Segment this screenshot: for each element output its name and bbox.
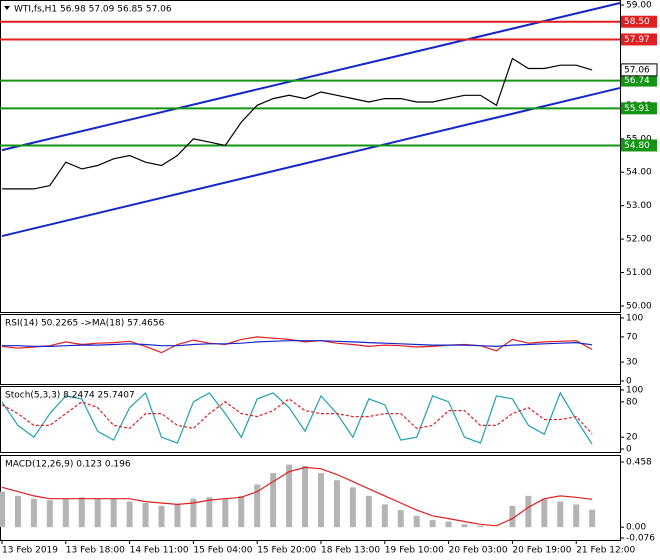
y-tick-label: 53.00 xyxy=(626,201,652,211)
histogram-bar xyxy=(174,504,181,528)
histogram-bar xyxy=(238,495,245,528)
level-box xyxy=(621,102,657,115)
y-tick-label: 100 xyxy=(626,314,643,324)
y-tick-label: 30 xyxy=(626,358,638,368)
x-tick-label: 20 Feb 03:00 xyxy=(449,546,508,556)
level-label: 58.50 xyxy=(624,17,650,27)
panel-frame xyxy=(0,314,621,385)
series-line xyxy=(2,57,593,190)
histogram-bar xyxy=(126,501,133,528)
y-tick-label: 54.00 xyxy=(626,168,652,178)
y-tick-label: 100 xyxy=(626,386,643,396)
histogram-bar xyxy=(445,521,452,528)
x-tick-label: 20 Feb 19:00 xyxy=(512,546,571,556)
histogram-bar xyxy=(142,502,149,528)
histogram-bar xyxy=(318,473,324,528)
histogram-bar xyxy=(541,498,548,528)
y-tick-label: 0.00 xyxy=(626,523,646,533)
histogram-bar xyxy=(557,501,564,528)
x-tick-label: 13 Feb 2019 xyxy=(2,546,58,556)
y-tick-label: 20 xyxy=(626,433,638,443)
histogram-bar xyxy=(461,524,468,528)
level-label: 54.80 xyxy=(624,141,650,151)
x-tick-label: 15 Feb 04:00 xyxy=(193,546,252,556)
histogram-bar xyxy=(589,509,596,528)
y-tick-label: 0 xyxy=(626,445,632,455)
level-box xyxy=(621,15,657,28)
panel-frame xyxy=(0,0,621,313)
level-box xyxy=(621,139,657,152)
histogram-bar xyxy=(302,465,309,528)
menu-icon xyxy=(4,6,10,10)
histogram-bar xyxy=(62,498,69,528)
histogram-bar xyxy=(286,464,293,528)
histogram-bar xyxy=(190,498,197,528)
panel-title: MACD(12,26,9) 0.123 0.196 xyxy=(5,460,131,470)
histogram-bar xyxy=(429,520,436,528)
histogram-bar xyxy=(477,525,484,528)
y-tick-label: 59.00 xyxy=(626,1,652,11)
histogram-bar xyxy=(525,495,532,528)
histogram-bar xyxy=(78,497,85,528)
histogram-bar xyxy=(94,498,101,528)
histogram-bar xyxy=(365,495,372,528)
histogram-bar xyxy=(397,510,404,528)
panel-frame xyxy=(0,386,621,453)
x-tick-label: 15 Feb 20:00 xyxy=(257,546,316,556)
histogram-bar xyxy=(0,491,5,528)
histogram-bar xyxy=(30,498,37,528)
x-tick-label: 13 Feb 18:00 xyxy=(66,546,125,556)
histogram-bar xyxy=(333,480,340,528)
y-tick-label: 52.00 xyxy=(626,235,652,245)
level-label: 55.91 xyxy=(624,104,650,114)
histogram-bar xyxy=(46,500,53,528)
trend-line xyxy=(1,2,621,152)
histogram-bar xyxy=(222,498,229,528)
y-tick-label: 51.00 xyxy=(626,268,652,278)
series-line xyxy=(1,466,593,527)
last-price-box xyxy=(620,63,658,77)
histogram-bar xyxy=(381,504,388,528)
y-tick-label: 0.458 xyxy=(626,458,652,468)
level-label: 56.74 xyxy=(624,76,650,86)
histogram-bar xyxy=(349,487,356,528)
histogram-bar xyxy=(158,505,165,528)
y-tick-label: 80 xyxy=(626,397,638,407)
trend-line xyxy=(1,86,621,238)
histogram-bar xyxy=(270,473,277,528)
histogram-bar xyxy=(413,515,420,528)
y-tick-label: -0.076 xyxy=(626,534,655,544)
histogram-bar xyxy=(573,504,580,528)
level-box xyxy=(621,74,657,87)
series-line xyxy=(1,391,593,445)
y-tick-label: 55.00 xyxy=(626,134,652,144)
series-line xyxy=(2,340,593,348)
panel-title: RSI(14) 50.2265 ->MA(18) 57.4656 xyxy=(5,319,165,329)
x-tick-label: 18 Feb 13:00 xyxy=(321,546,380,556)
panel-title: WTI,fs,H1 56.98 57.09 56.85 57.06 xyxy=(14,5,172,15)
panel-title: Stoch(5,3,3) 8.2474 25.7407 xyxy=(5,391,135,401)
y-tick-label: 50.00 xyxy=(626,301,652,311)
x-tick-label: 19 Feb 10:00 xyxy=(385,546,444,556)
y-tick-label: 70 xyxy=(626,332,638,342)
histogram-bar xyxy=(509,505,516,528)
series-line xyxy=(1,398,593,435)
histogram-bar xyxy=(254,484,261,528)
histogram-bar xyxy=(110,498,117,528)
y-tick-label: 0 xyxy=(626,377,632,387)
histogram-bar xyxy=(14,495,21,528)
last-price-label: 57.06 xyxy=(624,65,650,75)
x-tick-label: 21 Feb 12:00 xyxy=(576,546,635,556)
histogram-bar xyxy=(206,497,213,528)
level-label: 57.97 xyxy=(624,35,650,45)
level-box xyxy=(621,33,657,46)
x-tick-label: 14 Feb 11:00 xyxy=(130,546,189,556)
